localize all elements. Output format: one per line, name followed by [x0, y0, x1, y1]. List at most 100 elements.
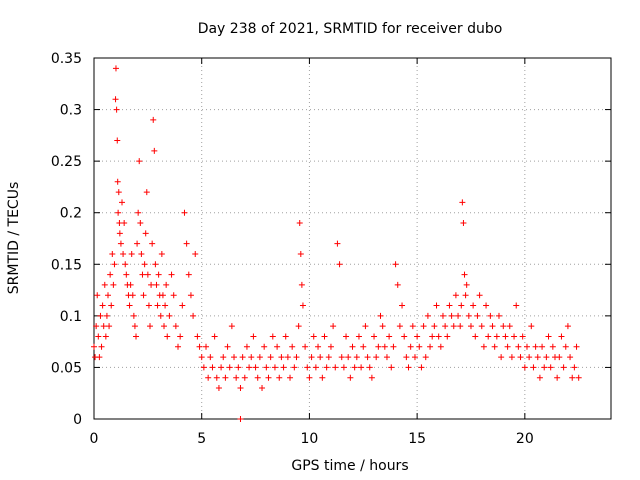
- data-point: [291, 364, 298, 371]
- data-point: [192, 250, 199, 257]
- data-point: [511, 333, 518, 340]
- data-point: [308, 354, 315, 361]
- data-point: [243, 343, 250, 350]
- data-point: [437, 343, 444, 350]
- data-point: [489, 323, 496, 330]
- data-point: [534, 354, 541, 361]
- data-point: [493, 333, 500, 340]
- data-point: [411, 354, 418, 361]
- data-point: [278, 354, 285, 361]
- data-point: [523, 343, 530, 350]
- data-point: [93, 323, 100, 330]
- data-point: [435, 333, 442, 340]
- data-point: [271, 364, 278, 371]
- data-point: [462, 292, 469, 299]
- data-point: [504, 343, 511, 350]
- data-point: [269, 333, 276, 340]
- data-point: [261, 343, 268, 350]
- data-point: [177, 333, 184, 340]
- data-point: [478, 323, 485, 330]
- data-point: [571, 364, 578, 371]
- data-point: [299, 302, 306, 309]
- data-point: [239, 354, 246, 361]
- data-point: [422, 354, 429, 361]
- data-point: [200, 364, 207, 371]
- data-point: [470, 302, 477, 309]
- data-point: [321, 333, 328, 340]
- data-point: [106, 323, 113, 330]
- data-point: [452, 292, 459, 299]
- data-point: [460, 220, 467, 227]
- data-point: [194, 333, 201, 340]
- data-point: [161, 323, 168, 330]
- data-point: [554, 374, 561, 381]
- data-point: [162, 302, 169, 309]
- data-point: [108, 302, 115, 309]
- data-point: [558, 333, 565, 340]
- data-point: [442, 323, 449, 330]
- data-point: [250, 333, 257, 340]
- data-point: [226, 364, 233, 371]
- data-point: [148, 281, 155, 288]
- axis-ticks: [93, 57, 611, 420]
- data-point: [170, 292, 177, 299]
- data-point: [392, 261, 399, 268]
- y-tick-label: 0.1: [60, 309, 82, 325]
- data-point: [429, 333, 436, 340]
- data-point: [517, 354, 524, 361]
- data-point: [349, 343, 356, 350]
- data-point: [459, 199, 466, 206]
- data-point: [543, 354, 550, 361]
- data-point: [439, 312, 446, 319]
- data-point: [128, 250, 135, 257]
- data-point: [120, 250, 127, 257]
- data-point: [405, 364, 412, 371]
- data-point: [263, 364, 270, 371]
- data-point: [143, 189, 150, 196]
- y-tick-label: 0.15: [51, 257, 82, 273]
- data-point: [142, 230, 149, 237]
- data-point: [115, 209, 122, 216]
- data-point: [133, 333, 140, 340]
- data-point: [190, 312, 197, 319]
- data-point: [233, 374, 240, 381]
- data-point: [446, 302, 453, 309]
- data-point: [276, 374, 283, 381]
- data-point: [130, 312, 137, 319]
- data-point: [127, 281, 134, 288]
- data-point: [265, 374, 272, 381]
- x-tick-label: 0: [90, 431, 99, 447]
- data-point: [364, 354, 371, 361]
- data-point: [284, 354, 291, 361]
- data-point: [267, 354, 274, 361]
- data-point: [96, 354, 103, 361]
- data-point: [390, 343, 397, 350]
- data-point: [168, 271, 175, 278]
- data-point: [121, 220, 128, 227]
- data-point: [123, 271, 130, 278]
- data-point: [366, 364, 373, 371]
- data-point: [94, 292, 101, 299]
- data-point: [209, 364, 216, 371]
- data-point: [340, 364, 347, 371]
- data-point: [154, 302, 161, 309]
- data-point: [506, 323, 513, 330]
- data-point: [97, 312, 104, 319]
- data-point: [536, 374, 543, 381]
- data-point: [153, 281, 160, 288]
- data-point: [480, 343, 487, 350]
- data-point: [420, 323, 427, 330]
- data-point: [575, 374, 582, 381]
- data-point: [461, 271, 468, 278]
- data-point: [254, 374, 261, 381]
- y-tick-label: 0: [73, 412, 82, 428]
- data-point: [564, 323, 571, 330]
- data-point: [115, 189, 122, 196]
- data-point: [248, 354, 255, 361]
- data-point: [164, 333, 171, 340]
- data-point: [338, 354, 345, 361]
- data-point: [431, 323, 438, 330]
- data-point: [296, 220, 303, 227]
- y-axis-label: SRMTID / TECUs: [6, 182, 22, 295]
- data-point: [573, 343, 580, 350]
